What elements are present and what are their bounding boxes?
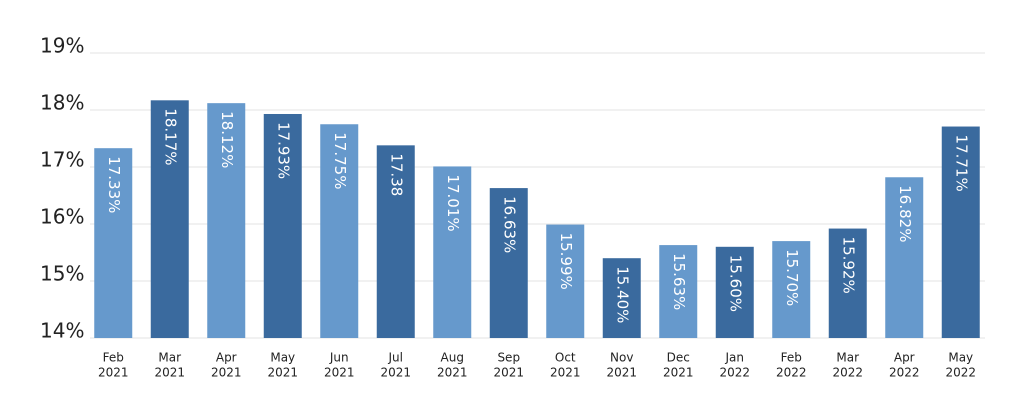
y-tick-label: 17% <box>40 148 84 172</box>
x-tick-label: 2021 <box>606 366 637 380</box>
bar <box>659 245 698 338</box>
x-tick-label: Aug <box>441 351 464 365</box>
x-tick-label: Sep <box>497 351 520 365</box>
bar <box>489 188 528 338</box>
x-tick-label: 2022 <box>776 366 807 380</box>
bar <box>772 241 811 338</box>
x-tick-label: Mar <box>158 351 181 365</box>
value-label: 17.33% <box>105 156 123 213</box>
x-tick-label: 2021 <box>493 366 524 380</box>
value-label: 15.63% <box>670 253 688 310</box>
value-label: 17.75% <box>331 132 349 189</box>
x-tick-label: 2022 <box>719 366 750 380</box>
x-tick-label: 2022 <box>832 366 863 380</box>
value-label: 18.17% <box>161 108 179 165</box>
x-tick-label: 2021 <box>98 366 129 380</box>
x-tick-label: Jul <box>388 351 403 365</box>
x-tick-label: Dec <box>667 351 690 365</box>
x-tick-label: 2021 <box>550 366 581 380</box>
x-tick-label: Apr <box>894 351 915 365</box>
x-tick-label: Oct <box>555 351 576 365</box>
x-tick-label: 2021 <box>154 366 185 380</box>
value-label: 15.99% <box>557 233 575 290</box>
value-label: 17.38 <box>387 153 405 196</box>
x-tick-label: May <box>948 351 973 365</box>
x-tick-label: 2021 <box>437 366 468 380</box>
y-tick-label: 16% <box>40 205 84 229</box>
bar <box>546 224 585 338</box>
bar <box>885 177 924 338</box>
bar <box>715 246 754 338</box>
value-label: 16.82% <box>896 185 914 242</box>
x-tick-label: 2021 <box>324 366 355 380</box>
x-tick-label: Feb <box>103 351 124 365</box>
y-tick-label: 18% <box>40 91 84 115</box>
x-tick-label: Feb <box>781 351 802 365</box>
value-label: 17.71% <box>952 135 970 192</box>
y-tick-label: 14% <box>40 319 84 343</box>
value-label: 18.12% <box>218 111 236 168</box>
value-label: 15.60% <box>726 255 744 312</box>
y-tick-label: 15% <box>40 262 84 286</box>
value-label: 17.93% <box>274 122 292 179</box>
bar <box>320 124 359 338</box>
x-tick-label: Mar <box>836 351 859 365</box>
bar <box>207 103 246 338</box>
x-tick-label: Nov <box>610 351 633 365</box>
x-tick-label: Apr <box>216 351 237 365</box>
bar <box>433 166 472 338</box>
bar <box>150 100 189 338</box>
x-tick-label: May <box>270 351 295 365</box>
x-tick-label: Jan <box>725 351 745 365</box>
value-label: 15.40% <box>613 266 631 323</box>
bar <box>94 148 133 338</box>
x-tick-label: 2021 <box>380 366 411 380</box>
x-tick-label: 2022 <box>945 366 976 380</box>
x-tick-label: 2021 <box>663 366 694 380</box>
bar <box>941 126 980 338</box>
x-tick-label: Jun <box>329 351 349 365</box>
value-label: 17.01% <box>444 174 462 231</box>
bar <box>263 113 302 339</box>
value-label: 16.63% <box>500 196 518 253</box>
bar <box>376 145 415 338</box>
value-label: 15.70% <box>783 249 801 306</box>
x-tick-label: 2021 <box>267 366 298 380</box>
x-tick-label: 2021 <box>211 366 242 380</box>
x-tick-label: 2022 <box>889 366 920 380</box>
y-tick-label: 19% <box>40 34 84 58</box>
bar <box>828 228 867 338</box>
value-label: 15.92% <box>839 237 857 294</box>
bar <box>602 258 641 338</box>
